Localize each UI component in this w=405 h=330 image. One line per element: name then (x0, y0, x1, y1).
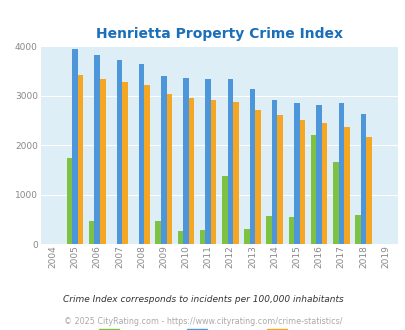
Bar (211, 100, 216, 244)
Bar (360, 114, 365, 244)
Text: © 2025 CityRating.com - https://www.cityrating.com/crime-statistics/: © 2025 CityRating.com - https://www.city… (64, 317, 341, 326)
Bar (365, 137, 371, 244)
Bar (310, 135, 315, 244)
Bar (288, 217, 293, 244)
Bar (343, 127, 349, 244)
Bar (122, 82, 128, 244)
Bar (161, 76, 166, 244)
Bar (293, 103, 299, 244)
Bar (222, 176, 227, 244)
Bar (227, 79, 232, 244)
Bar (66, 157, 72, 244)
Text: Crime Index corresponds to incidents per 100,000 inhabitants: Crime Index corresponds to incidents per… (62, 295, 343, 304)
Bar (116, 60, 122, 244)
Bar (199, 230, 205, 244)
Bar (188, 98, 194, 244)
Bar (354, 215, 360, 244)
Bar (177, 231, 183, 244)
Bar (249, 89, 255, 244)
Bar (205, 79, 211, 244)
Bar (271, 100, 277, 244)
Bar (78, 75, 83, 244)
Bar (72, 49, 78, 244)
Bar (183, 78, 188, 244)
Bar (266, 216, 271, 244)
Legend: Henrietta, Missouri, National: Henrietta, Missouri, National (95, 325, 343, 330)
Bar (232, 102, 238, 244)
Title: Henrietta Property Crime Index: Henrietta Property Crime Index (96, 27, 342, 41)
Bar (100, 79, 105, 244)
Bar (299, 120, 305, 244)
Bar (315, 105, 321, 244)
Bar (255, 110, 260, 244)
Bar (155, 221, 161, 244)
Bar (243, 229, 249, 244)
Bar (139, 64, 144, 244)
Bar (321, 123, 326, 244)
Bar (94, 55, 100, 244)
Bar (144, 85, 149, 244)
Bar (89, 221, 94, 244)
Bar (338, 103, 343, 244)
Bar (277, 115, 282, 244)
Bar (166, 94, 172, 244)
Bar (332, 161, 338, 244)
